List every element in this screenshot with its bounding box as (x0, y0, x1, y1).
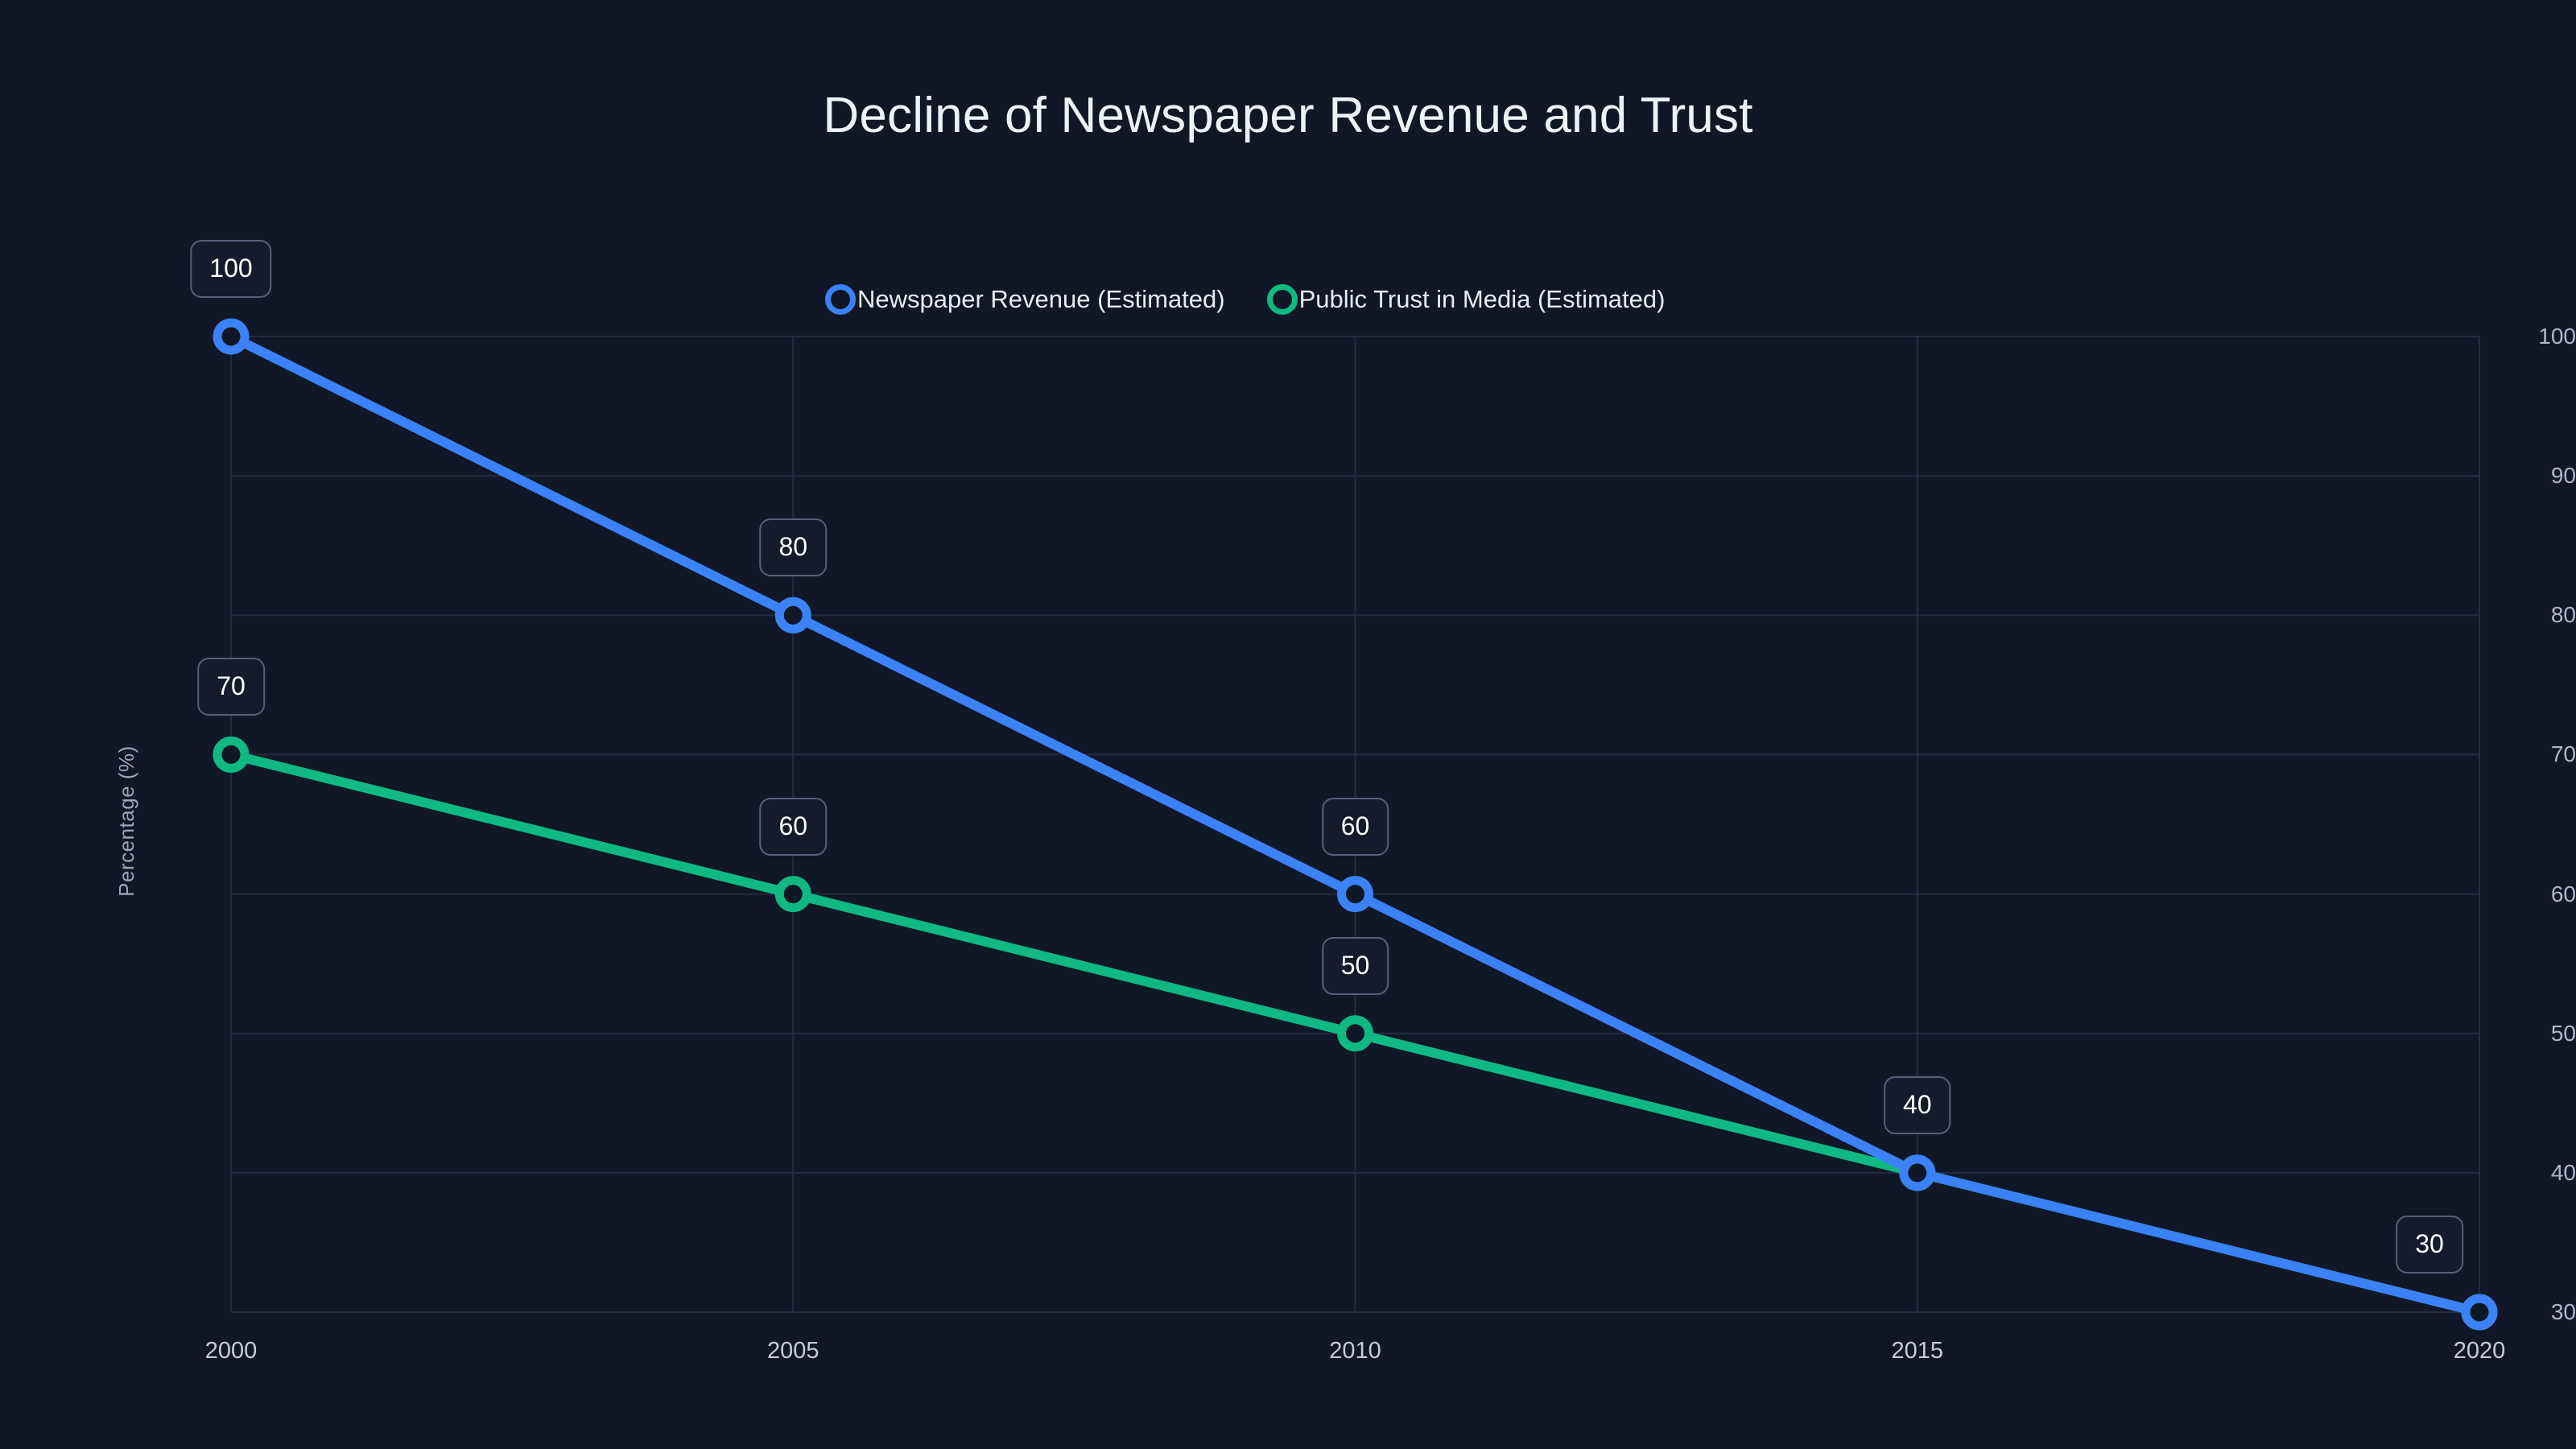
legend-label: Public Trust in Media (Estimated) (1298, 285, 1666, 313)
x-axis-tick-label: 2020 (2453, 1338, 2506, 1364)
data-label-badge: 60 (1321, 797, 1389, 856)
data-label-badge: 40 (1883, 1075, 1951, 1134)
legend-ring-marker-icon (825, 284, 856, 315)
data-point-marker[interactable] (774, 876, 811, 913)
legend-label: Newspaper Revenue (Estimated) (857, 285, 1225, 313)
data-label-badge: 80 (759, 518, 828, 577)
data-point-marker[interactable] (774, 597, 811, 634)
x-axis-tick-label: 2015 (1891, 1338, 1944, 1364)
data-point-marker[interactable] (1337, 876, 1373, 913)
data-label-badge: 100 (190, 240, 272, 298)
y-axis-tick-label: 80 (2550, 602, 2576, 628)
x-axis-tick-label: 2010 (1329, 1338, 1381, 1364)
y-axis-tick-label: 40 (2550, 1159, 2576, 1185)
y-axis-tick-label: 100 (2538, 324, 2576, 349)
data-label-badge: 50 (1321, 936, 1389, 995)
legend-item-newspaper-revenue[interactable]: Newspaper Revenue (Estimated) (825, 284, 1225, 315)
chart-legend: Newspaper Revenue (Estimated) Public Tru… (825, 280, 1665, 319)
data-point-marker[interactable] (213, 736, 250, 773)
data-label-badge: 70 (197, 658, 265, 716)
data-point-marker[interactable] (213, 318, 250, 355)
y-axis-tick-label: 90 (2550, 463, 2576, 489)
data-point-marker[interactable] (1899, 1154, 1936, 1191)
legend-item-public-trust[interactable]: Public Trust in Media (Estimated) (1266, 284, 1666, 315)
series-points (213, 318, 2498, 1331)
y-axis-tick-label: 60 (2550, 881, 2576, 906)
data-point-marker[interactable] (2461, 1294, 2498, 1331)
y-axis-tick-label: 50 (2550, 1020, 2576, 1046)
page-title: Decline of Newspaper Revenue and Trust (823, 88, 1753, 143)
x-axis-tick-label: 2005 (766, 1338, 819, 1364)
y-axis-tick-label: 30 (2550, 1299, 2576, 1324)
data-label-badge: 60 (759, 797, 828, 856)
data-point-marker[interactable] (1337, 1015, 1373, 1052)
legend-ring-marker-icon (1266, 284, 1298, 315)
x-axis-tick-label: 2000 (204, 1338, 258, 1364)
data-label-badge: 30 (2396, 1216, 2463, 1274)
y-axis-tick-label: 70 (2550, 741, 2576, 767)
